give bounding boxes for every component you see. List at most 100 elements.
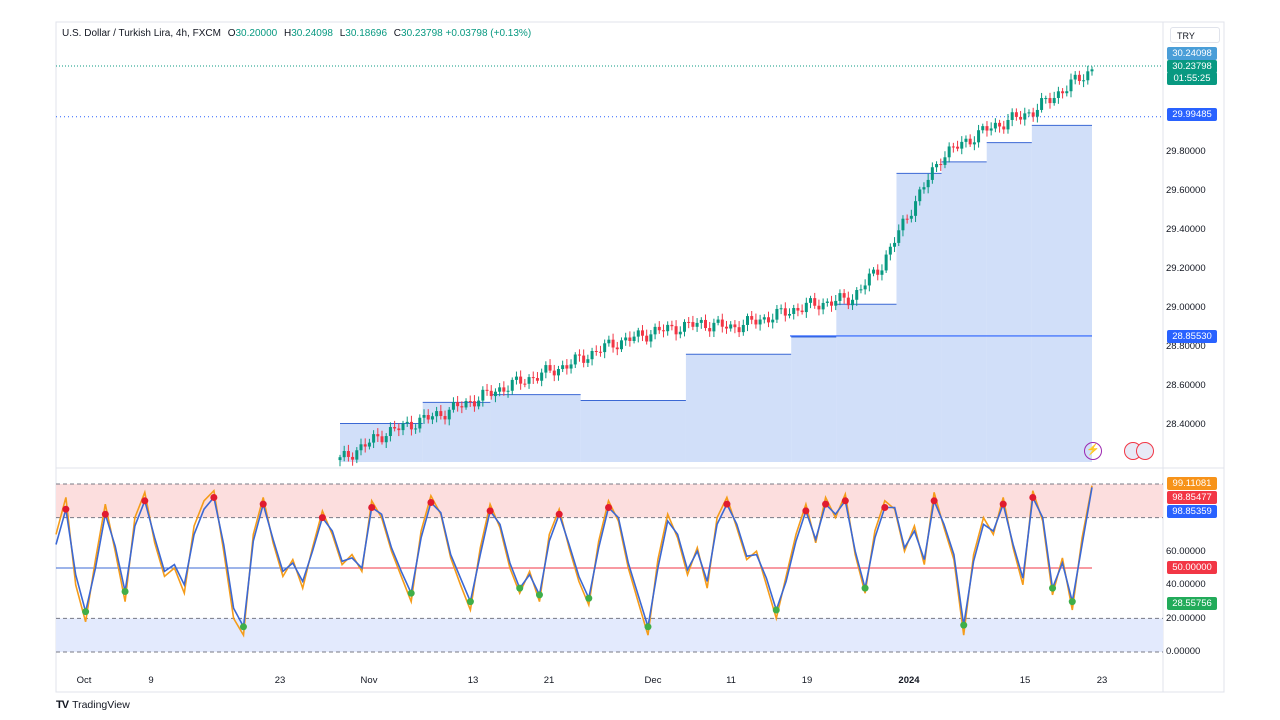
candle-body (1031, 112, 1035, 117)
osc-green-badge: 28.55756 (1167, 597, 1217, 610)
candle-body (447, 409, 451, 420)
sell-signal-dot (1029, 493, 1037, 501)
candle-body (1006, 119, 1010, 130)
sell-signal-dot (486, 507, 494, 515)
candle-body (523, 383, 527, 385)
candle-body (636, 330, 640, 337)
candle-body (750, 316, 754, 320)
candle-body (754, 319, 758, 325)
high-badge: 30.24098 (1167, 47, 1217, 60)
candle-body (338, 457, 342, 461)
osc-mid-badge: 50.00000 (1167, 561, 1217, 574)
candle-body (380, 436, 384, 443)
candle-body (716, 319, 720, 323)
oversold-band (56, 618, 1163, 652)
candle-body (456, 402, 460, 407)
candle-body (640, 330, 644, 336)
sell-signal-dot (999, 500, 1007, 508)
stoch-d-line (55, 487, 1093, 630)
level-fill (580, 400, 686, 462)
candle-body (611, 339, 615, 348)
buy-signal-dot (960, 621, 968, 629)
candle-body (1052, 97, 1056, 104)
time-label: 9 (148, 675, 154, 686)
buy-signal-dot (585, 594, 593, 602)
candle-body (1040, 98, 1044, 110)
candle-body (355, 450, 359, 460)
candle-body (851, 299, 855, 306)
candle-body (989, 128, 993, 131)
candle-body (649, 334, 653, 342)
time-label: 13 (467, 675, 479, 686)
candle-body (783, 308, 787, 316)
candle-body (813, 298, 817, 306)
candle-body (388, 427, 392, 437)
candle-body (703, 319, 707, 329)
candle-body (531, 377, 535, 379)
candle-body (577, 354, 581, 356)
candle-body (514, 376, 518, 380)
candle-body (947, 146, 951, 158)
price-tick: 28.40000 (1166, 419, 1206, 430)
sell-signal-dot (723, 500, 731, 508)
candle-body (771, 319, 775, 323)
candle-body (1073, 74, 1077, 80)
sell-signal-dot (210, 493, 218, 501)
candle-body (825, 301, 829, 303)
candle-body (603, 343, 607, 353)
buy-signal-dot (1049, 584, 1057, 592)
candle-body (972, 142, 976, 145)
candle-body (464, 400, 468, 408)
price-tick: 29.80000 (1166, 146, 1206, 157)
candle-body (741, 324, 745, 333)
candle-body (435, 411, 439, 417)
candle-body (678, 331, 682, 335)
buy-signal-dot (121, 588, 129, 596)
osc-tick: 40.00000 (1166, 579, 1206, 590)
candle-body (645, 335, 649, 342)
candle-body (443, 416, 447, 420)
candle-body (527, 377, 531, 384)
price-tick: 29.40000 (1166, 224, 1206, 235)
candle-body (468, 400, 472, 402)
brand[interactable]: TV TradingView (56, 699, 130, 711)
candle-body (737, 327, 741, 333)
level-fill (836, 304, 897, 462)
osc-tick: 0.00000 (1166, 646, 1201, 657)
lower-level-badge: 28.85530 (1167, 330, 1217, 343)
candle-body (893, 242, 897, 247)
currency-selector[interactable]: TRY (1170, 27, 1220, 43)
candle-body (393, 427, 397, 429)
sell-signal-dot (427, 498, 435, 506)
candle-body (556, 369, 560, 376)
time-label: 11 (726, 675, 736, 686)
candle-body (901, 218, 905, 231)
candle-body (1090, 69, 1094, 72)
candle-body (1010, 112, 1014, 120)
candle-body (535, 378, 539, 381)
time-label: Dec (644, 675, 662, 686)
level-fill (941, 161, 987, 462)
sell-signal-dot (930, 497, 938, 505)
candle-body (939, 164, 943, 166)
close-value: 30.23798 (401, 28, 443, 39)
candle-body (372, 434, 376, 443)
us-flag-icon[interactable] (1136, 442, 1154, 460)
candle-body (544, 365, 548, 373)
candle-body (880, 270, 884, 275)
candle-body (830, 301, 834, 306)
candle-body (561, 365, 565, 370)
osc-blue-badge: 98.85359 (1167, 505, 1217, 518)
time-label: 2024 (898, 675, 920, 686)
candle-body (506, 390, 510, 392)
candle-body (985, 126, 989, 131)
candle-body (897, 230, 901, 243)
level-fill (986, 142, 1032, 462)
candle-body (1077, 74, 1081, 81)
lightning-icon[interactable]: ⚡ (1084, 442, 1102, 460)
last-price-badge: 30.23798 (1167, 60, 1217, 73)
candle-body (960, 141, 964, 149)
candle-body (922, 187, 926, 190)
candle-body (590, 351, 594, 360)
